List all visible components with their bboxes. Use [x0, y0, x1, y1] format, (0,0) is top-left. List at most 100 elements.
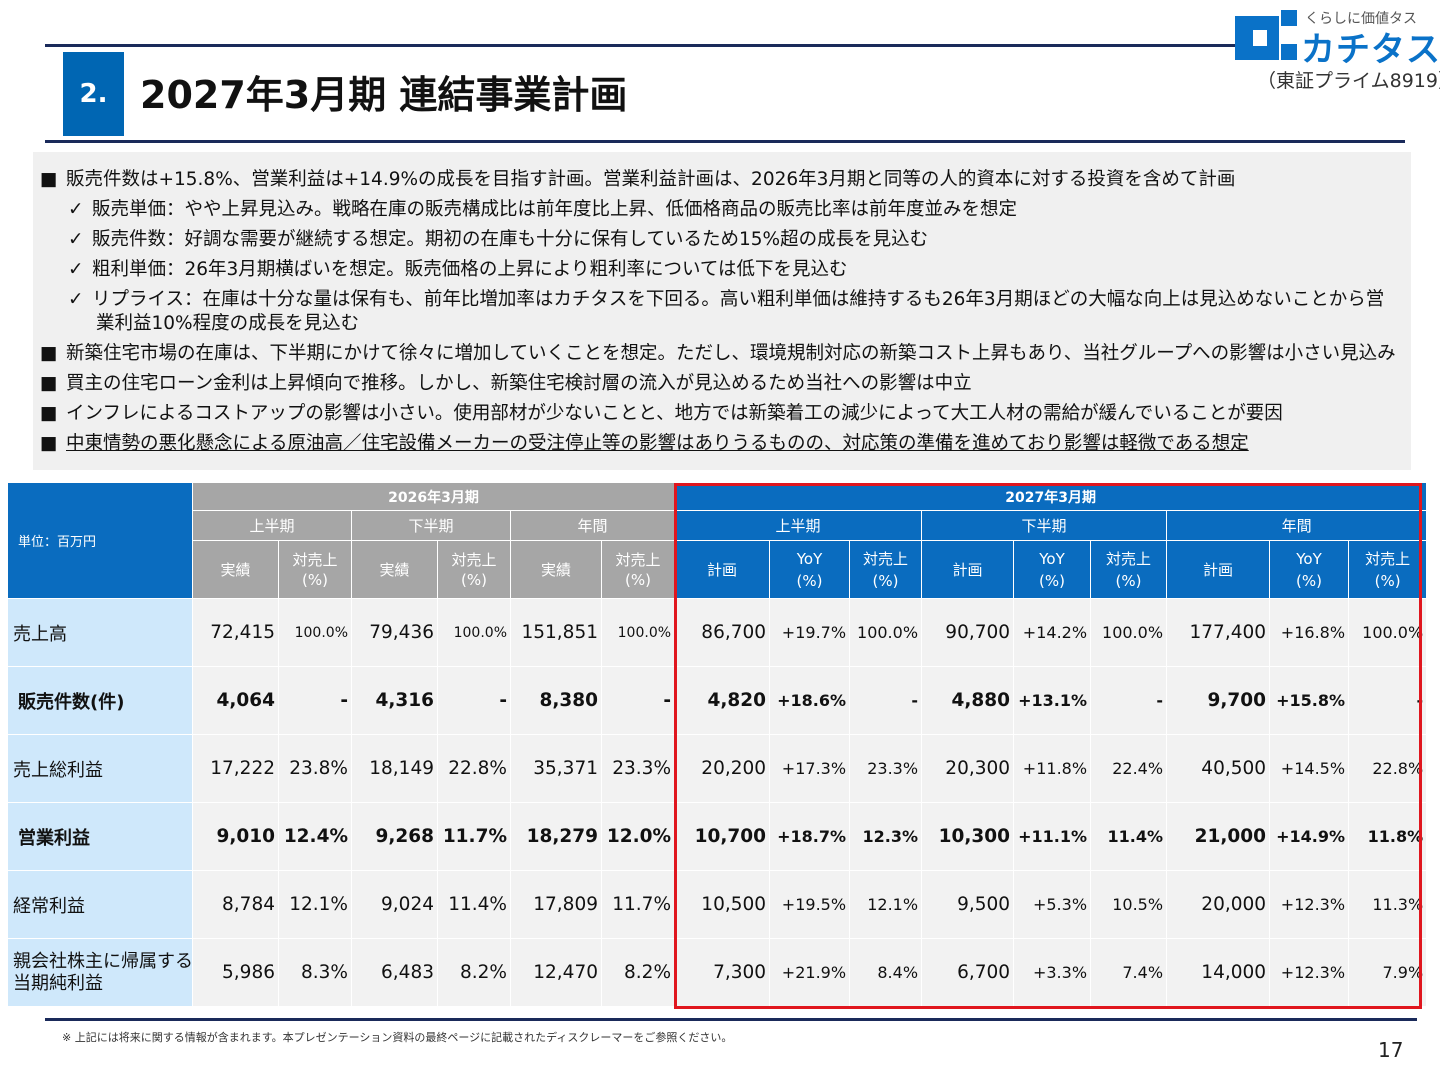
- summary-bullets: ■ 販売件数は+15.8%、営業利益は+14.9%の成長を目指す計画。営業利益計画…: [33, 152, 1411, 470]
- table-cell: 12.0%: [600, 802, 676, 871]
- table-cell: 100.0%: [278, 598, 352, 667]
- table-cell: +13.1%: [1013, 666, 1092, 735]
- table-cell: 4,316: [351, 666, 438, 735]
- table-cell: 10,700: [674, 802, 771, 871]
- row-label-text: 親会社株主に帰属する: [13, 950, 193, 972]
- table-cell: 17,222: [192, 734, 279, 803]
- bullet-text: 販売単価：やや上昇見込み。戦略在庫の販売構成比は前年度比上昇、低価格商品の販売比…: [92, 199, 1018, 220]
- table-cell: 6,483: [351, 938, 438, 1007]
- fy2026-h1-header: 上半期: [192, 510, 352, 541]
- page-number: 17: [1378, 1038, 1404, 1062]
- company-logo: くらしに価値タス カチタス: [1235, 6, 1440, 70]
- ratio-header-text: 対売上: [292, 550, 338, 569]
- table-cell: 23.3%: [600, 734, 676, 803]
- table-cell: 100.0%: [437, 598, 511, 667]
- sub-bullet-item: ✓ 販売件数：好調な需要が継続する想定。期初の在庫も十分に保有しているため15%超…: [68, 228, 928, 252]
- table-cell: 40,500: [1166, 734, 1271, 803]
- table-cell: 10,500: [674, 870, 771, 939]
- table-cell: 100.0%: [1348, 598, 1428, 667]
- table-cell: 20,300: [921, 734, 1015, 803]
- table-cell: 11.3%: [1348, 870, 1428, 939]
- table-cell: +18.6%: [769, 666, 851, 735]
- bullet-text: 中東情勢の悪化懸念による原油高／住宅設備メーカーの受注停止等の影響はありうるもの…: [66, 433, 1249, 454]
- yoy-header-text: (%): [1039, 571, 1066, 590]
- bullet-text: 買主の住宅ローン金利は上昇傾向で推移。しかし、新築住宅検討層の流入が見込めるため…: [66, 373, 972, 394]
- table-cell: 20,200: [674, 734, 771, 803]
- table-cell: 7,300: [674, 938, 771, 1007]
- table-cell: -: [278, 666, 352, 735]
- ratio-header: 対売上 (%): [849, 540, 923, 599]
- bullet-item: ■ 中東情勢の悪化懸念による原油高／住宅設備メーカーの受注停止等の影響はありうるも…: [40, 432, 1249, 456]
- table-cell: +11.1%: [1013, 802, 1092, 871]
- table-cell: +5.3%: [1013, 870, 1092, 939]
- yoy-header: YoY (%): [1013, 540, 1092, 599]
- ratio-header: 対売上 (%): [600, 540, 676, 599]
- logo-name: カチタス: [1301, 30, 1440, 70]
- table-cell: +12.3%: [1269, 870, 1350, 939]
- table-cell: +14.9%: [1269, 802, 1350, 871]
- table-cell: 8,380: [510, 666, 602, 735]
- stock-exchange-label: （東証プライム8919）: [1257, 70, 1440, 92]
- disclaimer: ※ 上記には将来に関する情報が含まれます。本プレゼンテーション資料の最終ページに…: [62, 1031, 733, 1044]
- yoy-header: YoY (%): [769, 540, 851, 599]
- fy2026-header: 2026年3月期: [191, 482, 676, 511]
- bullet-text: 販売件数は+15.8%、営業利益は+14.9%の成長を目指す計画。営業利益計画は…: [66, 169, 1236, 190]
- table-cell: 11.8%: [1348, 802, 1428, 871]
- table-cell: 20,000: [1166, 870, 1271, 939]
- fy2026-full-header: 年間: [509, 510, 676, 541]
- table-cell: 151,851: [510, 598, 602, 667]
- table-cell: +16.8%: [1269, 598, 1350, 667]
- table-cell: -: [437, 666, 511, 735]
- yoy-header-text: (%): [796, 571, 823, 590]
- table-row: 親会社株主に帰属する 当期純利益 5,986 8.3% 6,483 8.2% 12,470 8…: [7, 938, 1428, 1007]
- ratio-header-text: 対売上: [451, 550, 497, 569]
- footer-rule: [45, 1018, 1417, 1021]
- table-cell: +17.3%: [769, 734, 851, 803]
- logo-tagline: くらしに価値タス: [1305, 11, 1417, 27]
- table-cell: 9,268: [351, 802, 438, 871]
- table-cell: +19.7%: [769, 598, 851, 667]
- sub-bullet-item: ✓ 販売単価：やや上昇見込み。戦略在庫の販売構成比は前年度比上昇、低価格商品の販売…: [68, 198, 1017, 222]
- table-cell: 10.5%: [1090, 870, 1168, 939]
- table-row: 営業利益 9,010 12.4% 9,268 11.7% 18,279 12.0% 10,70…: [7, 802, 1428, 871]
- table-cell: 4,820: [674, 666, 771, 735]
- row-label-text: 販売件数(件): [18, 691, 125, 713]
- ratio-header-text: (%): [625, 570, 651, 589]
- table-cell: 22.8%: [1348, 734, 1428, 803]
- table-cell: 8,784: [192, 870, 279, 939]
- bullet-item: ■ インフレによるコストアップの影響は小さい。使用部材が少ないことと、地方では新築…: [40, 402, 1283, 426]
- table-cell: 22.4%: [1090, 734, 1168, 803]
- table-cell: 11.7%: [437, 802, 511, 871]
- actual-header-text: 実績: [220, 561, 251, 579]
- fy2027-h1-header: 上半期: [674, 510, 923, 541]
- table-cell: 11.4%: [1090, 802, 1168, 871]
- table-cell: -: [600, 666, 676, 735]
- bullet-text: 新築住宅市場の在庫は、下半期にかけて徐々に増加していくことを想定。ただし、環境規…: [66, 343, 1396, 364]
- unit-label: 単位：百万円: [7, 482, 193, 599]
- table-cell: 8.3%: [278, 938, 352, 1007]
- checkmark-icon: ✓: [68, 259, 84, 280]
- table-cell: 7.9%: [1348, 938, 1428, 1007]
- ratio-header-text: (%): [872, 571, 899, 590]
- square-bullet-icon: ■: [40, 433, 58, 454]
- row-label-text: 当期純利益: [13, 972, 103, 994]
- plan-header-text: 計画: [952, 561, 983, 579]
- plan-header-text: 計画: [1203, 561, 1234, 579]
- table-cell: 9,500: [921, 870, 1015, 939]
- table-cell: 90,700: [921, 598, 1015, 667]
- table-cell: 12.4%: [278, 802, 352, 871]
- bullet-text: 業利益10%程度の成長を見込む: [96, 313, 360, 334]
- financial-plan-table: 単位：百万円 2026年3月期 2027年3月期 上半期 下半期 年間 上半期 …: [7, 482, 1428, 1007]
- table-row: 売上高 72,415 100.0% 79,436 100.0% 151,851 100.0%…: [7, 598, 1428, 667]
- table-cell: 9,010: [192, 802, 279, 871]
- ratio-header-text: (%): [302, 570, 328, 589]
- bullet-item: ■ 販売件数は+15.8%、営業利益は+14.9%の成長を目指す計画。営業利益計画…: [40, 168, 1235, 192]
- table-cell: 4,880: [921, 666, 1015, 735]
- table-cell: 11.7%: [600, 870, 676, 939]
- row-label: 販売件数(件): [7, 666, 193, 735]
- table-cell: 100.0%: [600, 598, 676, 667]
- plan-header: 計画: [674, 540, 771, 599]
- table-cell: 23.8%: [278, 734, 352, 803]
- table-cell: +19.5%: [769, 870, 851, 939]
- square-bullet-icon: ■: [40, 343, 58, 364]
